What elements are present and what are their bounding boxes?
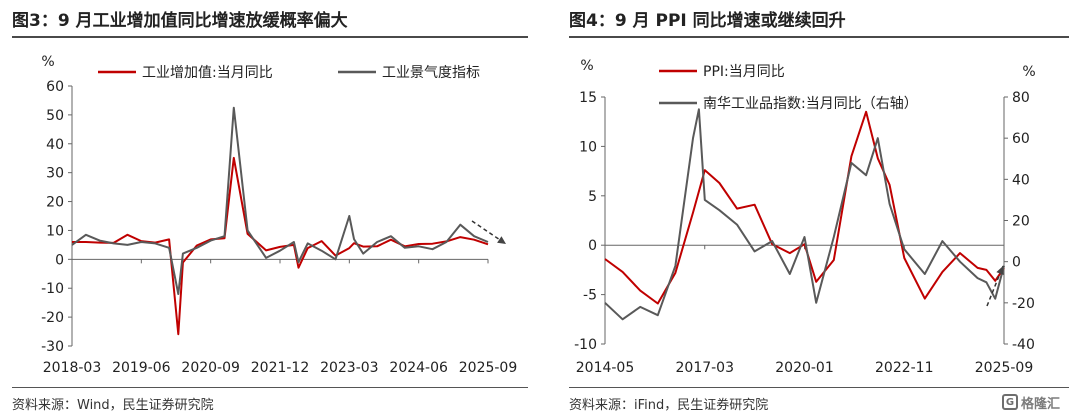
y2-tick-label: 60: [1012, 131, 1030, 147]
y-tick-label: 10: [46, 223, 64, 239]
series-line-1: [71, 106, 489, 295]
y-tick-label: 40: [46, 137, 64, 153]
x-tick-label: 2014-05: [576, 360, 635, 376]
y2-tick-label: 20: [1012, 214, 1030, 230]
y-tick-label: -10: [574, 337, 597, 353]
y-tick-label: -30: [41, 339, 64, 355]
watermark-text: 格隆汇: [1021, 396, 1061, 412]
series-line-0: [604, 110, 1005, 305]
chart-title: 图4：9 月 PPI 同比增速或继续回升: [569, 11, 846, 31]
x-tick-label: 2025-09: [975, 360, 1034, 376]
legend-label: 工业增加值:当月同比: [142, 65, 273, 81]
y-tick-label: 50: [46, 108, 64, 124]
chart-title: 图3：9 月工业增加值同比增速放缓概率偏大: [12, 11, 348, 31]
chart-panel-industrial: 图3：9 月工业增加值同比增速放缓概率偏大 60 50 40 30 20 10 0 -10 -2…: [12, 11, 528, 413]
legend-label: 南华工业品指数:当月同比（右轴）: [703, 96, 918, 112]
y2-tick-label: 80: [1012, 90, 1030, 106]
x-tick-label: 2019-06: [112, 360, 171, 376]
y2-tick-label: -20: [1012, 296, 1035, 312]
x-tick-label: 2022-11: [875, 360, 934, 376]
chart-svg-industrial: 60 50 40 30 20 10 0 -10 -20 -30% 2018-03 2019-06 202…: [41, 54, 518, 376]
source-note: 资料来源：Wind，民生证券研究院: [12, 398, 214, 413]
y-tick-label: 60: [46, 79, 64, 95]
y2-tick-label: 40: [1012, 172, 1030, 188]
trend-arrow-head: [996, 266, 1004, 275]
x-tick-label: 2017-03: [676, 360, 735, 376]
y-tick-label: 0: [588, 238, 597, 254]
y-tick-label: -20: [41, 310, 64, 326]
y-tick-label: 15: [579, 90, 597, 106]
source-divider: [569, 387, 1069, 388]
title-divider: [12, 36, 528, 38]
y-axis-unit: %: [41, 54, 54, 70]
series-line-1: [604, 108, 1005, 321]
y2-tick-label: -40: [1012, 337, 1035, 353]
y-tick-label: 30: [46, 166, 64, 182]
x-tick-label: 2021-12: [251, 360, 310, 376]
x-tick-label: 2020-09: [181, 360, 240, 376]
x-tick-label: 2025-09: [459, 360, 518, 376]
y2-axis-unit: %: [1022, 64, 1035, 80]
x-tick-label: 2020-01: [775, 360, 834, 376]
x-tick-label: 2024-06: [389, 360, 448, 376]
legend-label: PPI:当月同比: [703, 64, 785, 80]
y-tick-label: -10: [41, 281, 64, 297]
y-tick-label: -5: [583, 288, 597, 304]
y-tick-label: 5: [588, 189, 597, 205]
y2-tick-label: 0: [1012, 255, 1021, 271]
logo-icon: G: [1002, 394, 1018, 410]
y-tick-label: 0: [55, 252, 64, 268]
y-tick-label: 10: [579, 139, 597, 155]
source-divider: [12, 387, 528, 388]
chart-panel-ppi: 图4：9 月 PPI 同比增速或继续回升 15 10 5 0 -5 -10 80 60 40 20…: [557, 0, 1080, 417]
x-tick-label: 2018-03: [43, 360, 102, 376]
watermark-logo: G 格隆汇: [1002, 391, 1072, 413]
title-divider: [569, 36, 1069, 38]
chart-svg-ppi: 15 10 5 0 -5 -10 80 60 40 20 0 -20 -40% % 2014-05 2017-…: [574, 58, 1036, 376]
source-note: 资料来源：iFind，民生证券研究院: [569, 398, 769, 413]
y-tick-label: 20: [46, 195, 64, 211]
x-tick-label: 2023-03: [320, 360, 379, 376]
y-axis-unit: %: [580, 58, 593, 74]
trend-arrow-head: [497, 236, 506, 244]
series-line-0: [72, 156, 489, 336]
legend-label: 工业景气度指标: [382, 65, 480, 81]
